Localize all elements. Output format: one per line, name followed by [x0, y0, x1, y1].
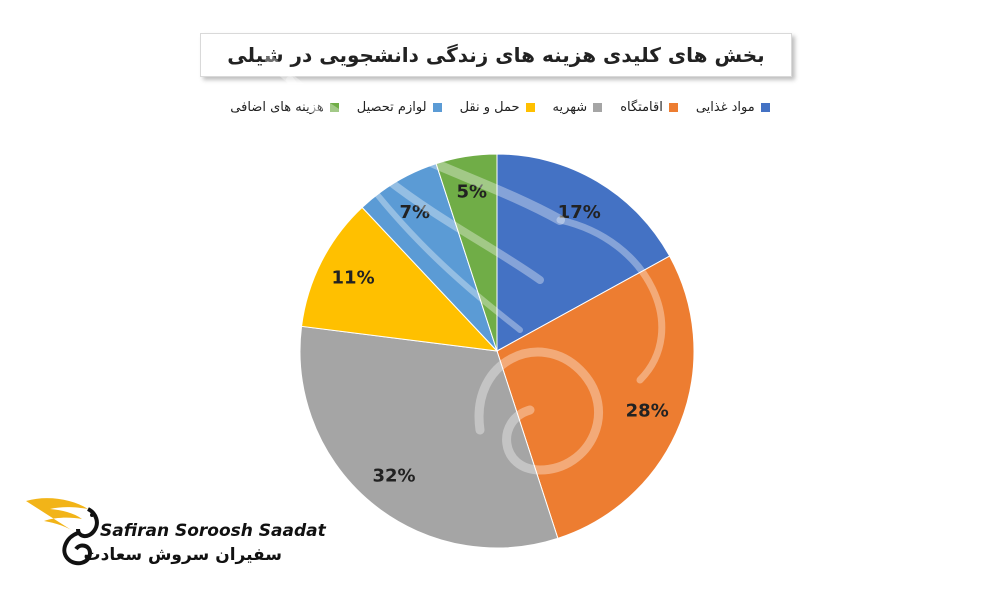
legend-item-transport: حمل و نقل — [460, 100, 535, 115]
chart-title: بخش های کلیدی هزینه های زندگی دانشجویی د… — [200, 33, 792, 77]
legend-label-transport: حمل و نقل — [459, 99, 520, 115]
legend-swatch-food — [760, 102, 770, 112]
data-label-accommodation: 28% — [626, 400, 669, 421]
bird-logo-icon — [26, 498, 99, 566]
legend-item-food: مواد غذایی — [696, 100, 770, 115]
legend-label-accommodation: اقامتگاه — [620, 99, 663, 115]
pie-slice-transport — [300, 206, 499, 352]
legend-label-food: مواد غذایی — [695, 99, 755, 115]
logo-latin-text: Safiran Soroosh Saadat — [100, 521, 326, 541]
logo-persian-text: سفیران سروش سعادت — [83, 545, 282, 565]
chart-title-text: بخش های کلیدی هزینه های زندگی دانشجویی د… — [227, 43, 765, 67]
legend-swatch-tuition — [593, 102, 603, 112]
legend-item-extra-costs: هزینه های اضافی — [230, 99, 339, 115]
legend-label-study-supplies: لوازم تحصیل — [356, 99, 427, 115]
data-label-transport: 11% — [332, 268, 375, 289]
pie-slice-extra-costs — [435, 153, 498, 352]
chart-legend: مواد غذایی اقامتگاه شهریه حمل و نقل لواز… — [0, 95, 1000, 119]
legend-item-study-supplies: لوازم تحصیل — [357, 100, 442, 115]
legend-label-extra-costs: هزینه های اضافی — [230, 99, 324, 115]
data-label-tuition: 32% — [372, 465, 415, 486]
data-label-study-supplies: 7% — [399, 202, 430, 223]
legend-swatch-extra-costs — [329, 102, 339, 112]
data-label-extra-costs: 5% — [456, 181, 487, 202]
legend-item-accommodation: اقامتگاه — [620, 100, 678, 115]
legend-swatch-study-supplies — [432, 102, 442, 112]
data-label-food: 17% — [558, 202, 601, 223]
brand-logo: Safiran Soroosh Saadat سفیران سروش سعادت — [22, 493, 326, 583]
legend-label-tuition: شهریه — [552, 99, 588, 115]
pie-slice-accommodation — [496, 255, 695, 539]
pie-slice-tuition — [299, 325, 559, 549]
pie-slice-food — [496, 153, 671, 352]
legend-swatch-accommodation — [668, 102, 678, 112]
legend-item-tuition: شهریه — [553, 100, 603, 115]
legend-swatch-transport — [525, 102, 535, 112]
